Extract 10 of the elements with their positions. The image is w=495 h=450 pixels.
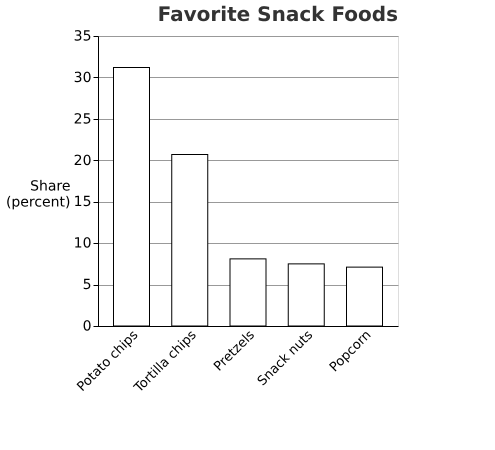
y-tick-label: 15	[74, 194, 92, 210]
y-tick-label: 5	[82, 277, 92, 294]
y-tick-label: 25	[74, 111, 92, 128]
y-tick-label: 10	[74, 236, 92, 252]
y-axis-title: Share (percent)	[6, 178, 70, 210]
y-tick-label: 20	[74, 152, 92, 169]
y-tick-label: 0	[82, 318, 92, 334]
chart-title: Favorite Snack Foods	[158, 2, 398, 26]
y-tick-label: 30	[74, 70, 92, 86]
y-tick-label: 35	[74, 28, 92, 44]
